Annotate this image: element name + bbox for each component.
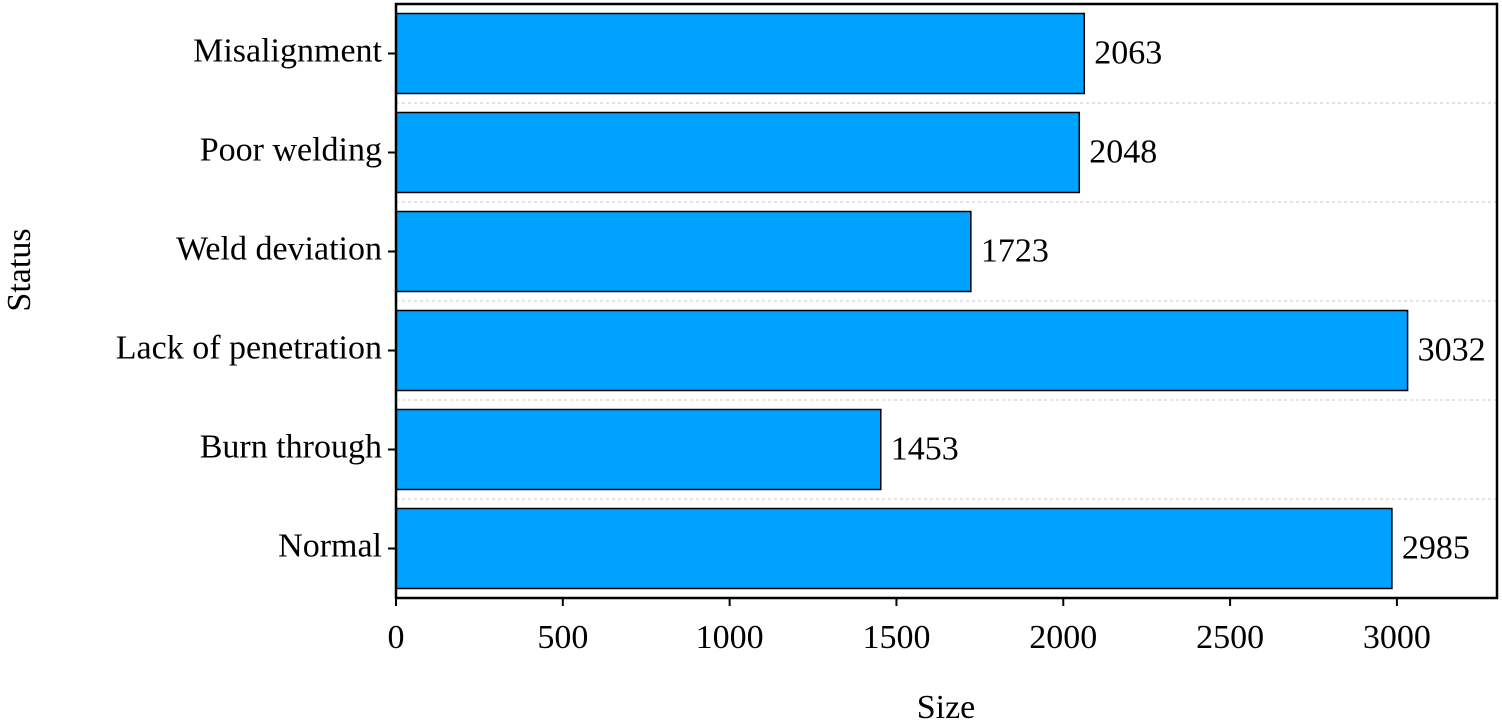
y-tick-label: Normal (278, 527, 382, 564)
y-tick-label: Misalignment (193, 32, 382, 69)
bar (395, 507, 1393, 590)
y-tick-label: Lack of penetration (116, 329, 382, 366)
data-label: 2063 (1094, 34, 1162, 71)
x-tick-label: 3000 (1363, 619, 1431, 656)
y-tick-label: Poor welding (200, 131, 382, 168)
y-tick-label: Burn through (200, 428, 382, 465)
plot-frame (394, 2, 1499, 600)
y-axis-label: Status (1, 228, 38, 311)
data-label: 2048 (1089, 133, 1157, 170)
x-tick-label: 500 (537, 619, 588, 656)
x-axis-label: Size (917, 689, 976, 726)
y-tick-label: Weld deviation (176, 230, 382, 267)
data-label: 2985 (1402, 529, 1470, 566)
bar (395, 408, 882, 491)
bar (395, 111, 1081, 194)
x-tick-label: 1000 (696, 619, 764, 656)
bar (395, 309, 1409, 392)
data-label: 3032 (1418, 331, 1486, 368)
data-label: 1723 (981, 232, 1049, 269)
x-tick-label: 2000 (1029, 619, 1097, 656)
x-tick-label: 0 (388, 619, 405, 656)
bar (395, 210, 972, 293)
x-tick-label: 2500 (1196, 619, 1264, 656)
data-label: 1453 (891, 430, 959, 467)
bar (395, 12, 1086, 95)
x-tick-label: 1500 (862, 619, 930, 656)
